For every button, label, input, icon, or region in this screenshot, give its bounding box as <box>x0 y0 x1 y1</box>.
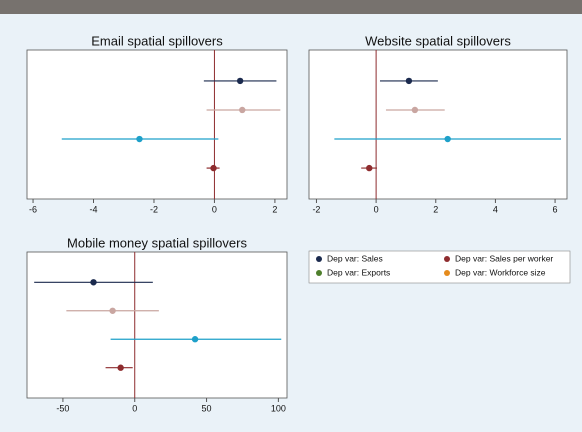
point <box>191 336 199 343</box>
x-tick-label: 4 <box>493 204 498 214</box>
x-tick-label: -50 <box>56 403 69 413</box>
panel-title: Mobile money spatial spillovers <box>67 235 247 250</box>
legend-label: Dep var: Sales per worker <box>455 253 553 263</box>
x-tick-label: 2 <box>272 204 277 214</box>
plot-area <box>308 49 568 200</box>
point <box>366 164 373 172</box>
point <box>90 279 97 286</box>
legend-marker <box>444 256 450 262</box>
x-tick-label: -2 <box>312 204 320 214</box>
legend-label: Dep var: Exports <box>327 267 390 277</box>
point <box>411 106 419 114</box>
x-tick-label: 0 <box>212 204 217 214</box>
legend-label: Dep var: Sales <box>327 253 383 263</box>
top-bar <box>0 0 582 14</box>
x-tick-label: -4 <box>90 204 98 214</box>
legend-marker <box>316 256 322 262</box>
panel-title: Website spatial spillovers <box>365 33 511 48</box>
legend-label: Dep var: Workforce size <box>455 267 546 277</box>
point <box>239 106 246 114</box>
plot-area <box>26 49 288 200</box>
x-tick-label: 50 <box>202 403 212 413</box>
panel-title: Email spatial spillovers <box>91 33 223 48</box>
point <box>236 77 244 85</box>
x-tick-label: -2 <box>150 204 158 214</box>
point <box>210 164 217 172</box>
x-tick-label: 2 <box>433 204 438 214</box>
point <box>405 77 413 85</box>
x-tick-label: 100 <box>271 403 286 413</box>
legend-box <box>308 250 571 284</box>
legend-marker <box>316 270 322 276</box>
plot-area <box>26 251 288 399</box>
point <box>117 364 124 371</box>
x-tick-label: 0 <box>132 403 137 413</box>
legend-marker <box>444 270 450 276</box>
x-tick-label: -6 <box>29 204 37 214</box>
x-tick-label: 6 <box>553 204 558 214</box>
point <box>109 307 116 314</box>
x-tick-label: 0 <box>374 204 379 214</box>
point <box>136 135 143 143</box>
point <box>444 135 451 143</box>
